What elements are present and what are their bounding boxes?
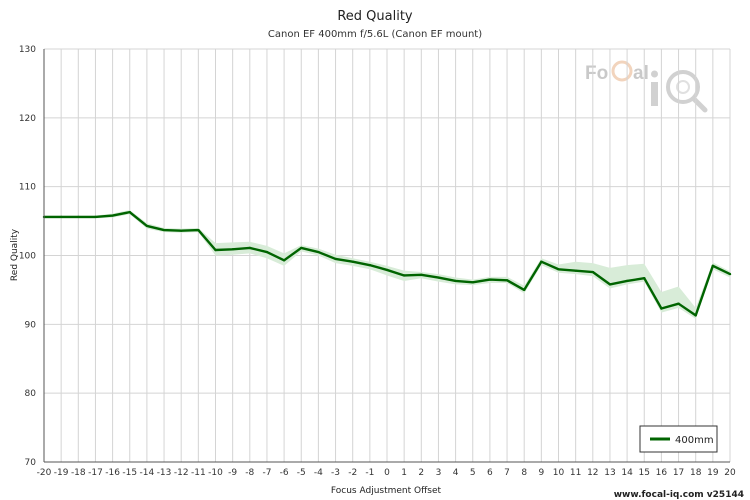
data-point (77, 215, 80, 219)
data-point (402, 274, 406, 277)
y-tick-label: 110 (19, 183, 36, 193)
y-tick-label: 90 (25, 320, 37, 330)
data-point (677, 302, 680, 305)
x-tick-label: 10 (553, 468, 565, 478)
x-tick-label: 14 (621, 468, 633, 478)
x-tick-label: 5 (470, 468, 476, 478)
x-tick-label: -1 (365, 468, 374, 478)
x-tick-label: -3 (331, 468, 340, 478)
legend: 400mm (639, 425, 718, 453)
x-tick-label: 17 (673, 468, 684, 478)
x-tick-label: 1 (401, 468, 407, 478)
data-point (420, 273, 423, 276)
data-point (162, 228, 166, 232)
svg-text:al: al (633, 63, 649, 84)
x-tick-label: -14 (140, 468, 155, 478)
x-tick-label: -9 (228, 468, 237, 478)
data-point (265, 250, 269, 254)
data-point (197, 228, 200, 232)
x-tick-label: -4 (314, 468, 323, 478)
x-tick-label: -15 (122, 468, 137, 478)
data-point (180, 229, 183, 232)
data-point (300, 246, 303, 250)
x-tick-label: 20 (724, 468, 736, 478)
data-point (694, 314, 697, 317)
x-tick-label: -11 (191, 468, 206, 478)
data-point (351, 260, 354, 263)
x-tick-label: -12 (174, 468, 189, 478)
x-tick-label: 8 (521, 468, 527, 478)
y-tick-label: 100 (19, 252, 36, 262)
x-tick-label: 2 (418, 468, 424, 478)
x-tick-label: 13 (604, 468, 615, 478)
footer-url: www.focal-iq.com v25144 (614, 490, 744, 500)
data-point (625, 279, 629, 283)
legend-label: 400mm (675, 435, 714, 446)
x-tick-label: 3 (436, 468, 442, 478)
x-tick-label: 6 (487, 468, 493, 478)
data-point (660, 307, 663, 310)
y-tick-label: 80 (25, 389, 37, 399)
data-point (368, 263, 372, 267)
data-point (94, 215, 97, 219)
x-tick-label: 0 (384, 468, 390, 478)
data-point (128, 210, 131, 214)
data-point (643, 277, 646, 280)
chart-subtitle: Canon EF 400mm f/5.6L (Canon EF mount) (268, 29, 482, 40)
x-tick-label: 15 (639, 468, 650, 478)
data-point (540, 260, 543, 263)
x-tick-label: 4 (453, 468, 459, 478)
x-tick-label: -5 (297, 468, 306, 478)
data-point (282, 259, 286, 262)
x-tick-label: 7 (504, 468, 510, 478)
x-tick-label: -2 (348, 468, 357, 478)
svg-text:Fo: Fo (585, 63, 608, 84)
data-point (711, 264, 715, 268)
y-tick-label: 120 (19, 114, 36, 124)
x-tick-label: -18 (71, 468, 86, 478)
chart-title: Red Quality (337, 9, 413, 24)
data-point (111, 214, 114, 217)
data-point (505, 279, 509, 282)
x-tick-label: -19 (54, 468, 69, 478)
focal-iq-logo: Fo al (585, 60, 708, 113)
x-tick-label: -10 (208, 468, 223, 478)
data-point (557, 268, 560, 271)
data-point (385, 268, 389, 272)
x-tick-label: 18 (690, 468, 702, 478)
data-point (471, 281, 474, 284)
y-tick-label: 70 (25, 458, 37, 468)
x-tick-label: -17 (88, 468, 103, 478)
x-tick-label: -13 (157, 468, 172, 478)
y-axis-label: Red Quality (10, 228, 20, 281)
data-point (231, 248, 234, 251)
x-tick-label: -8 (245, 468, 254, 478)
x-tick-label: -6 (280, 468, 289, 478)
data-point (59, 215, 63, 219)
x-tick-label: -16 (105, 468, 120, 478)
data-point (214, 248, 217, 252)
data-point (145, 224, 149, 228)
data-point (488, 278, 492, 281)
data-point (574, 269, 577, 272)
y-tick-label: 130 (19, 45, 36, 55)
data-point (591, 270, 594, 274)
x-tick-label: 9 (538, 468, 544, 478)
data-point (454, 279, 457, 283)
data-point (523, 288, 526, 292)
x-tick-label: 16 (656, 468, 668, 478)
data-point (728, 272, 732, 276)
data-point (608, 283, 612, 286)
data-point (248, 246, 251, 250)
x-tick-label: -7 (262, 468, 271, 478)
x-axis-label: Focus Adjustment Offset (331, 486, 442, 496)
data-point (437, 276, 440, 279)
data-point (334, 257, 337, 261)
data-point (317, 250, 320, 254)
x-tick-label: 19 (707, 468, 719, 478)
x-tick-label: -20 (37, 468, 52, 478)
x-tick-label: 12 (587, 468, 598, 478)
x-tick-label: 11 (570, 468, 581, 478)
